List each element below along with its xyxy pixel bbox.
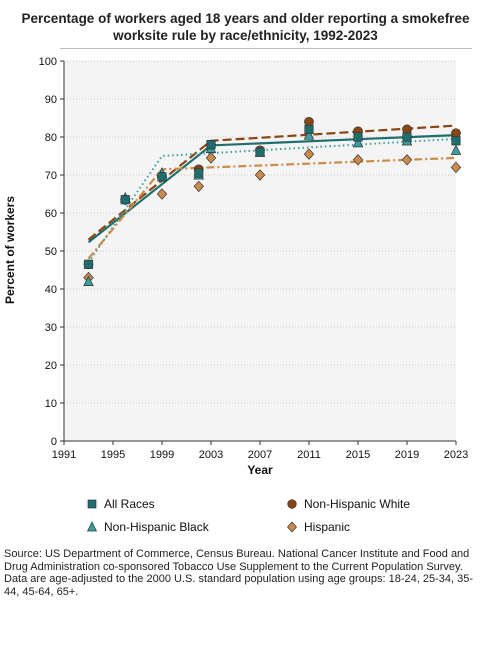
legend-label: Non-Hispanic White bbox=[304, 497, 411, 511]
point-hispanic-2003 bbox=[205, 152, 217, 164]
y-axis-label: Percent of workers bbox=[3, 196, 17, 304]
title-divider bbox=[60, 48, 472, 49]
x-tick-label: 2023 bbox=[444, 449, 468, 461]
x-tick-label: 2011 bbox=[297, 449, 321, 461]
x-tick-label: 2019 bbox=[395, 449, 419, 461]
x-tick-label: 1999 bbox=[150, 449, 174, 461]
point-non-hispanic-black-1993 bbox=[83, 275, 94, 286]
x-tick-label: 2007 bbox=[248, 449, 272, 461]
legend-marker-circle bbox=[287, 499, 297, 509]
point-all-races-2023 bbox=[451, 136, 461, 146]
point-all-races-1993 bbox=[83, 259, 94, 269]
y-tick-label: 10 bbox=[45, 398, 57, 410]
age-adjust-note: Data are age-adjusted to the 2000 U.S. s… bbox=[4, 573, 474, 598]
y-tick-label: 70 bbox=[45, 170, 57, 182]
y-tick-label: 100 bbox=[39, 56, 57, 68]
y-tick-label: 90 bbox=[45, 94, 57, 106]
legend-label: Non-Hispanic Black bbox=[104, 520, 209, 534]
legend-item-non-hispanic-white: Non-Hispanic White bbox=[286, 497, 410, 511]
point-hispanic-2023 bbox=[450, 161, 462, 174]
legend-marker-diamond bbox=[287, 521, 297, 533]
point-all-races-2011 bbox=[304, 124, 314, 134]
point-hispanic-2007 bbox=[254, 169, 266, 181]
chart-title: Percentage of workers aged 18 years and … bbox=[21, 11, 470, 43]
footnote: Source: US Department of Commerce, Censu… bbox=[4, 548, 488, 598]
y-tick-label: 20 bbox=[45, 360, 57, 372]
point-all-races-2007 bbox=[255, 147, 265, 157]
point-hispanic-2002 bbox=[193, 180, 204, 193]
point-all-races-1999 bbox=[157, 172, 167, 182]
point-all-races-2003 bbox=[206, 140, 216, 150]
x-tick-label: 1995 bbox=[101, 449, 125, 461]
point-non-hispanic-black-2015 bbox=[352, 136, 364, 148]
axes: 0 10 20 30 40 50 60 70 80 90 100 1991 1995 1999 2003 20… bbox=[39, 56, 469, 461]
x-axis-label: Year bbox=[247, 463, 273, 477]
y-tick-label: 0 bbox=[51, 436, 57, 448]
legend-item-all-races: All Races bbox=[86, 497, 155, 511]
legend-marker-square bbox=[87, 499, 97, 509]
point-all-races-2002 bbox=[194, 168, 204, 178]
x-tick-label: 1991 bbox=[52, 449, 76, 461]
x-tick-label: 2003 bbox=[199, 449, 223, 461]
legend-label: Hispanic bbox=[304, 520, 351, 534]
data-points bbox=[83, 116, 462, 286]
point-hispanic-2011 bbox=[303, 148, 315, 160]
legend-label: All Races bbox=[104, 497, 155, 511]
y-tick-label: 60 bbox=[45, 208, 57, 220]
point-all-races-2015 bbox=[353, 132, 363, 142]
y-tick-label: 30 bbox=[45, 322, 57, 334]
point-hispanic-2019 bbox=[401, 154, 413, 166]
x-tick-label: 2015 bbox=[346, 449, 370, 461]
point-non-hispanic-black-2011 bbox=[303, 129, 315, 140]
point-all-races-2019 bbox=[402, 132, 412, 142]
source-note: Source: US Department of Commerce, Censu… bbox=[4, 548, 470, 573]
point-hispanic-1999 bbox=[156, 188, 168, 200]
legend-marker-triangle bbox=[86, 521, 98, 532]
y-tick-label: 80 bbox=[45, 132, 57, 144]
legend-item-hispanic: Hispanic bbox=[286, 520, 350, 534]
y-tick-label: 50 bbox=[45, 246, 57, 258]
legend-item-non-hispanic-black: Non-Hispanic Black bbox=[86, 520, 209, 534]
point-hispanic-2015 bbox=[352, 154, 364, 166]
y-tick-label: 40 bbox=[45, 284, 57, 296]
point-all-races-1996 bbox=[120, 195, 130, 205]
point-non-hispanic-black-2023 bbox=[450, 144, 462, 155]
